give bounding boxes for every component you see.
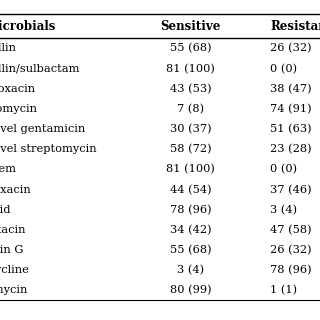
Text: Levofloxacin: Levofloxacin [0, 185, 31, 195]
Text: 43 (53): 43 (53) [170, 84, 211, 94]
Text: Antimicrobials: Antimicrobials [0, 20, 56, 33]
Text: 0 (0): 0 (0) [270, 63, 298, 74]
Text: 34 (42): 34 (42) [170, 225, 211, 235]
Text: 23 (28): 23 (28) [270, 144, 312, 155]
Text: Imipenem: Imipenem [0, 164, 16, 174]
Text: Erythromycin: Erythromycin [0, 104, 37, 114]
Text: 26 (32): 26 (32) [270, 245, 312, 255]
Text: Penicillin G: Penicillin G [0, 245, 24, 255]
Text: 55 (68): 55 (68) [170, 43, 211, 54]
Text: 81 (100): 81 (100) [166, 164, 215, 175]
Text: 74 (91): 74 (91) [270, 104, 312, 114]
Text: High-level streptomycin: High-level streptomycin [0, 144, 97, 154]
Text: 44 (54): 44 (54) [170, 184, 211, 195]
Text: Resistant: Resistant [270, 20, 320, 33]
Text: Tetracycline: Tetracycline [0, 265, 29, 275]
Text: 81 (100): 81 (100) [166, 63, 215, 74]
Text: 30 (37): 30 (37) [170, 124, 211, 134]
Text: 0 (0): 0 (0) [270, 164, 298, 175]
Text: Vancomycin: Vancomycin [0, 285, 28, 295]
Text: 26 (32): 26 (32) [270, 43, 312, 54]
Text: Ampicillin/sulbactam: Ampicillin/sulbactam [0, 64, 80, 74]
Text: 78 (96): 78 (96) [270, 265, 312, 276]
Text: Linezolid: Linezolid [0, 205, 11, 215]
Text: 7 (8): 7 (8) [177, 104, 204, 114]
Text: 78 (96): 78 (96) [170, 204, 211, 215]
Text: Ampicillin: Ampicillin [0, 44, 16, 53]
Text: Sensitive: Sensitive [160, 20, 220, 33]
Text: 80 (99): 80 (99) [170, 285, 211, 296]
Text: 3 (4): 3 (4) [270, 204, 298, 215]
Text: High-level gentamicin: High-level gentamicin [0, 124, 86, 134]
Text: 55 (68): 55 (68) [170, 245, 211, 255]
Text: 47 (58): 47 (58) [270, 225, 312, 235]
Text: Ciprofloxacin: Ciprofloxacin [0, 84, 36, 94]
Text: 58 (72): 58 (72) [170, 144, 211, 155]
Text: 37 (46): 37 (46) [270, 184, 312, 195]
Text: 3 (4): 3 (4) [177, 265, 204, 276]
Text: 1 (1): 1 (1) [270, 285, 298, 296]
Text: 51 (63): 51 (63) [270, 124, 312, 134]
Text: 38 (47): 38 (47) [270, 84, 312, 94]
Text: Norfloxacin: Norfloxacin [0, 225, 26, 235]
